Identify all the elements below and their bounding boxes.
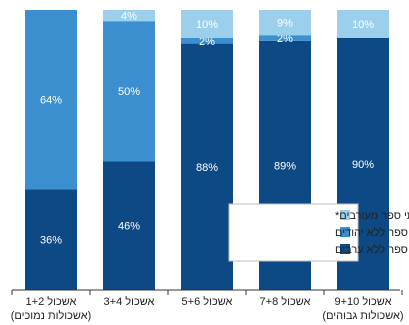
bar-segment <box>103 21 155 162</box>
data-label: 64% <box>40 95 62 107</box>
data-label: 89% <box>274 160 296 172</box>
category-label: אשכול 5+6 <box>182 295 233 308</box>
bar-segment <box>337 10 389 38</box>
bar-segment <box>25 10 77 190</box>
legend-label: בתי ספר מעורבים* <box>335 210 409 222</box>
legend-label: בתי ספר ללא ערבים <box>335 243 409 256</box>
data-label: 10% <box>196 19 218 31</box>
data-label: 10% <box>352 19 374 31</box>
data-label: 4% <box>121 11 137 23</box>
category-label: אשכול 9+10 <box>334 295 391 308</box>
category-label: אשכול 1+2 <box>26 295 77 308</box>
x-axis-ticks <box>11 290 403 295</box>
data-label: 50% <box>118 86 140 98</box>
bars-layer: 36% 64% 46% 50% 4% 88% 2% 10% 89% 2% 9% 90% 10% <box>25 10 389 290</box>
bar-segment <box>103 10 155 22</box>
bar-segment <box>103 161 155 290</box>
bar-segment <box>259 10 311 36</box>
x-axis-labels: אשכול 1+2(אשכולות נמוכים) אשכול 3+4 אשכול … <box>11 295 404 322</box>
legend-swatch <box>340 227 350 237</box>
data-label: 88% <box>196 162 218 174</box>
legend-swatch <box>340 244 350 254</box>
category-sublabel: (אשכולות גבוהים) <box>322 309 403 322</box>
data-label: 46% <box>118 221 140 233</box>
data-label: 90% <box>352 159 374 171</box>
bar-segment <box>181 10 233 38</box>
bar-segment <box>181 38 233 44</box>
category-sublabel: (אשכולות נמוכים) <box>11 309 92 322</box>
category-label: אשכול 3+4 <box>104 295 155 308</box>
legend-box <box>228 203 359 262</box>
category-label: אשכול 7+8 <box>260 295 311 308</box>
legend: בתי ספר מעורבים* בתי ספר ללא יהודים בתי ספ… <box>228 203 409 262</box>
data-label: 2% <box>199 36 215 48</box>
bar-segment <box>259 35 311 41</box>
data-label: 36% <box>40 235 62 247</box>
legend-label: בתי ספר ללא יהודים <box>335 226 409 239</box>
legend-swatch <box>340 210 350 220</box>
bar-segment <box>181 43 233 290</box>
data-label: 2% <box>277 33 293 45</box>
data-label: 9% <box>277 18 293 30</box>
bar-segment <box>25 189 77 290</box>
legend-items: בתי ספר מעורבים* בתי ספר ללא יהודים בתי ספ… <box>335 210 409 256</box>
